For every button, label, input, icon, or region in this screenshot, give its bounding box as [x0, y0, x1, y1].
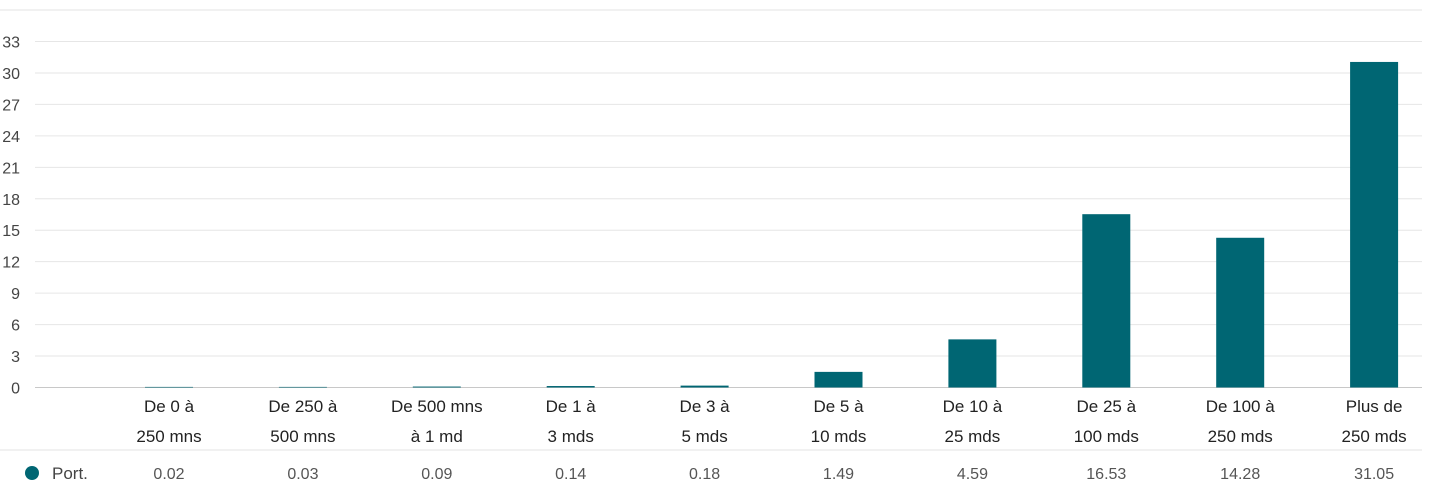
y-tick-label: 27	[2, 97, 20, 114]
y-tick-label: 21	[2, 160, 20, 177]
data-value-label: 14.28	[1220, 466, 1260, 483]
x-category-label: 5 mds	[681, 427, 727, 446]
y-tick-label: 3	[11, 349, 20, 366]
y-tick-label: 24	[2, 129, 20, 146]
x-category-label: De 250 à	[268, 397, 338, 416]
y-tick-label: 12	[2, 255, 20, 272]
data-value-label: 0.18	[689, 466, 720, 483]
bar	[412, 386, 461, 388]
x-category-label: De 0 à	[144, 397, 195, 416]
x-category-label: 10 mds	[811, 427, 867, 446]
x-category-label: De 500 mns	[391, 397, 483, 416]
bar	[145, 386, 193, 388]
data-value-label: 0.02	[153, 466, 184, 483]
x-category-label: Plus de	[1346, 397, 1403, 416]
data-value-label: 31.05	[1354, 466, 1394, 483]
gridlines	[35, 41, 1422, 388]
x-category-label: De 3 à	[680, 397, 731, 416]
y-tick-label: 33	[2, 35, 20, 52]
bar	[814, 371, 863, 388]
legend: Port.	[25, 464, 88, 483]
data-value-label: 0.14	[555, 466, 586, 483]
bar	[1216, 237, 1265, 388]
data-value-row: 0.02 0.03 0.09 0.14 0.18 1.49 4.59 16.53 14.28 31…	[153, 466, 1394, 483]
y-tick-label: 0	[11, 381, 20, 398]
y-tick-label: 9	[11, 286, 20, 303]
x-category-label: 100 mds	[1074, 427, 1139, 446]
y-tick-label: 18	[2, 192, 20, 209]
x-category-label: 25 mds	[945, 427, 1001, 446]
bar	[680, 385, 729, 388]
x-category-label: De 1 à	[546, 397, 597, 416]
x-category-label: De 25 à	[1077, 397, 1137, 416]
data-value-label: 0.03	[287, 466, 318, 483]
bar	[1350, 61, 1399, 388]
x-category-label: 250 mds	[1341, 427, 1406, 446]
data-value-label: 1.49	[823, 466, 854, 483]
bar	[546, 386, 595, 388]
bar	[1082, 214, 1131, 388]
bar	[278, 386, 327, 388]
x-category-label: à 1 md	[411, 427, 463, 446]
y-tick-label: 6	[11, 318, 20, 335]
y-tick-label: 15	[2, 223, 20, 240]
x-category-label: 500 mns	[270, 427, 335, 446]
x-category-label: 250 mds	[1208, 427, 1273, 446]
bar	[948, 339, 997, 388]
x-category-label: De 100 à	[1206, 397, 1276, 416]
y-axis-tick-labels: 0 3 6 9 12 15 18 21 24 27 30 33	[2, 35, 20, 398]
data-value-label: 16.53	[1086, 466, 1126, 483]
x-category-label: 3 mds	[548, 427, 594, 446]
x-category-label: De 10 à	[943, 397, 1003, 416]
data-value-label: 4.59	[957, 466, 988, 483]
x-category-label: De 5 à	[813, 397, 864, 416]
x-category-label: 250 mns	[136, 427, 201, 446]
data-value-label: 0.09	[421, 466, 452, 483]
legend-series-marker	[25, 466, 39, 480]
y-tick-label: 30	[2, 66, 20, 83]
legend-series-name: Port.	[52, 464, 88, 483]
x-axis-category-labels: De 0 à 250 mns De 250 à 500 mns De 500 mns à …	[136, 397, 1406, 446]
bars	[145, 61, 1399, 388]
